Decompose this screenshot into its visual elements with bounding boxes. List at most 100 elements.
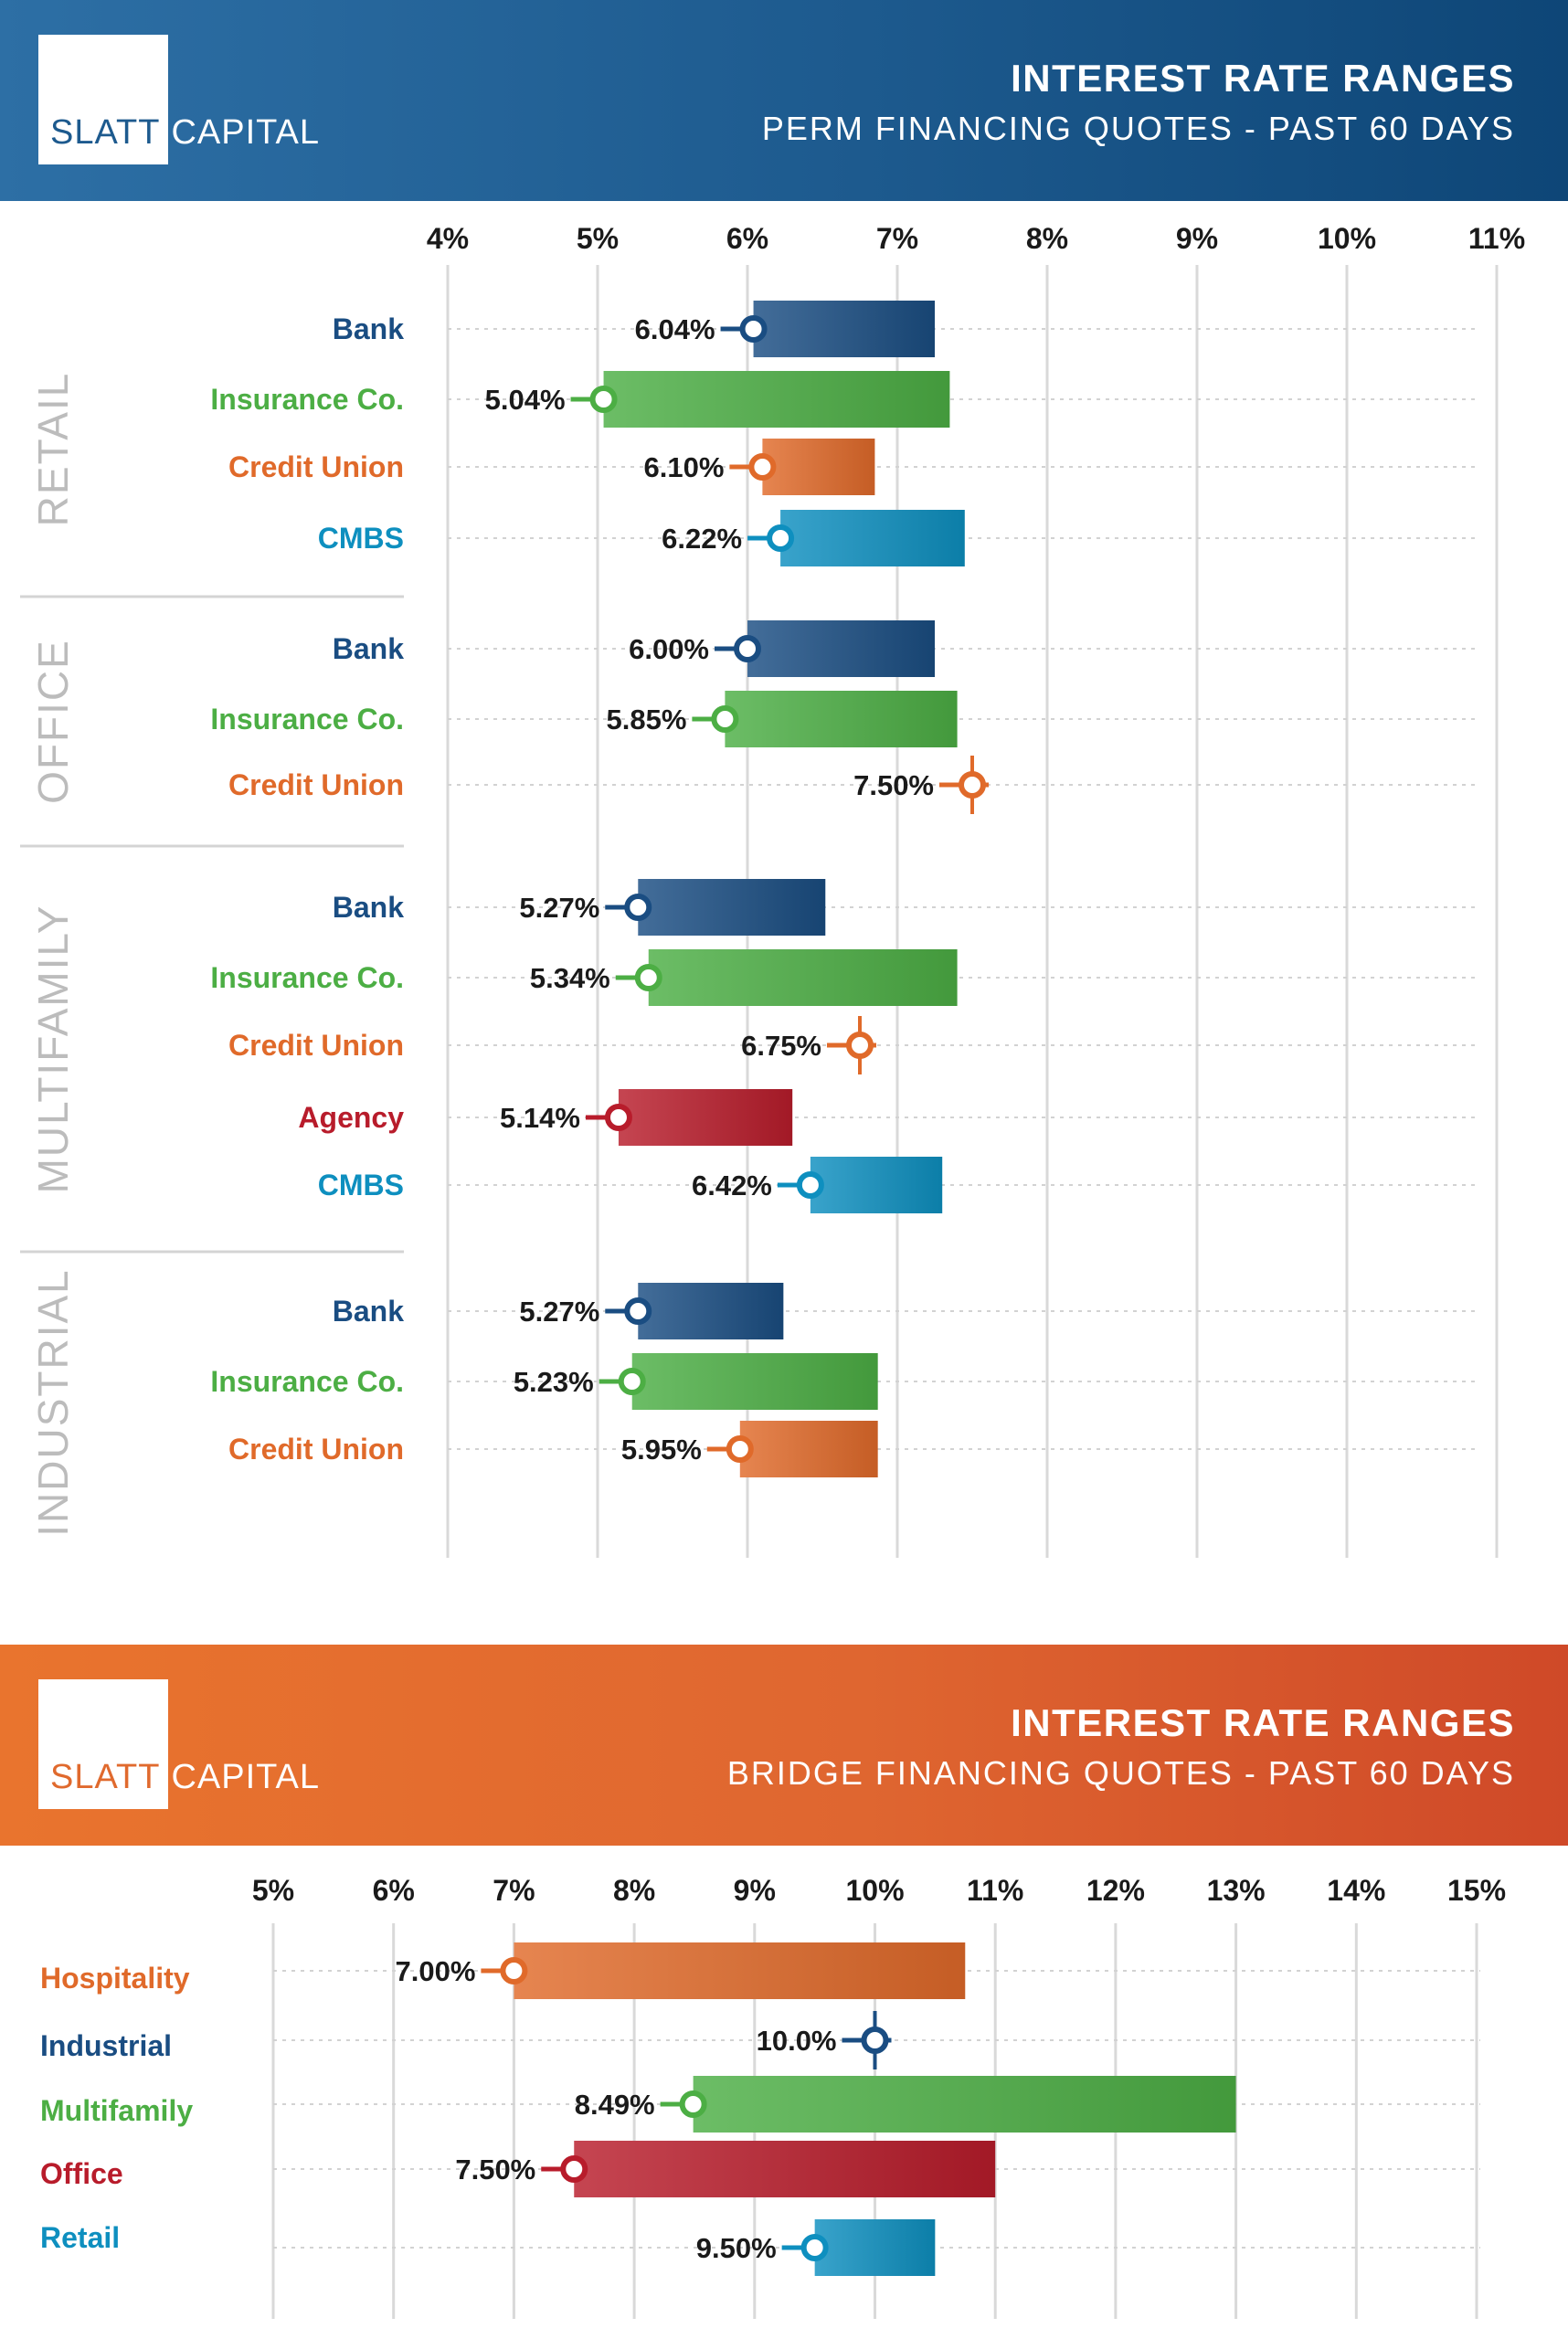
agency-range-bar [618, 1089, 793, 1146]
bank-range-bar [638, 879, 826, 936]
credit-union-range-bar [762, 439, 875, 495]
x-tick-label: 12% [1086, 1874, 1145, 1907]
group-label-office: OFFICE [29, 639, 77, 804]
perm-subtitle: PERM FINANCING QUOTES - PAST 60 DAYS [761, 110, 1515, 147]
rate-data-label: 6.00% [629, 633, 709, 665]
perm-chart: 4% 5% 6% 7% 8% 9% 10% 11% RETAIL Bank 6.04% Insuran… [20, 222, 1525, 1558]
rate-data-label: 5.85% [606, 704, 686, 736]
insurance-co-range-bar [631, 1353, 878, 1410]
lender-label-agency: Agency [298, 1101, 404, 1134]
category-label-industrial: Industrial [40, 2029, 172, 2062]
lender-label-insurance-co: Insurance Co. [210, 383, 404, 416]
credit-union-low-marker [726, 1435, 754, 1463]
x-tick-label: 11% [1468, 222, 1525, 255]
rate-data-label: 5.04% [485, 384, 566, 416]
x-tick-label: 6% [373, 1874, 415, 1907]
rate-data-label: 5.27% [519, 892, 599, 924]
office-range-bar [574, 2141, 996, 2197]
bank-low-marker [739, 315, 768, 343]
x-tick-label: 10% [1318, 222, 1376, 255]
credit-union-range-bar [739, 1421, 878, 1477]
lender-label-credit-union: Credit Union [228, 1433, 404, 1466]
x-tick-label: 5% [252, 1874, 294, 1907]
logo-text: SLATT CAPITAL [50, 113, 320, 153]
lender-label-bank: Bank [333, 1295, 404, 1328]
bridge-chart: 5% 6% 7% 8% 9% 10% 11% 12% 13% 14% 15% Hospitality 7… [40, 1874, 1506, 2319]
lender-label-bank: Bank [333, 312, 404, 345]
insurance-co-low-marker [618, 1368, 646, 1395]
office-low-marker [560, 2155, 588, 2183]
logo-word-capital: CAPITAL [171, 1758, 320, 1796]
insurance-co-low-marker [711, 705, 739, 733]
bank-low-marker [734, 635, 761, 662]
retail-low-marker [800, 2234, 829, 2261]
x-tick-label: 7% [493, 1874, 535, 1907]
slatt-capital-logo [38, 1679, 168, 1809]
hospitality-low-marker [500, 1957, 528, 1984]
perm-banner: SLATT CAPITAL INTEREST RATE RANGES PERM F… [0, 0, 1568, 201]
industrial-low-marker [861, 2027, 889, 2054]
group-label-multifamily: MULTIFAMILY [29, 905, 77, 1194]
rate-data-label: 9.50% [696, 2232, 777, 2264]
rate-data-label: 7.00% [395, 1955, 475, 1987]
rate-data-label: 5.34% [530, 962, 610, 994]
rate-data-label: 6.22% [662, 523, 742, 555]
multifamily-range-bar [693, 2076, 1236, 2133]
multifamily-low-marker [679, 2090, 707, 2118]
insurance-co-low-marker [634, 964, 662, 991]
logo-word-slatt: SLATT [50, 1758, 161, 1796]
group-label-retail: RETAIL [29, 372, 77, 527]
bridge-subtitle: BRIDGE FINANCING QUOTES - PAST 60 DAYS [726, 1754, 1515, 1792]
category-label-hospitality: Hospitality [40, 1962, 190, 1995]
rate-data-label: 7.50% [455, 2154, 535, 2186]
rate-data-label: 5.14% [500, 1102, 580, 1134]
slatt-capital-logo [38, 35, 168, 164]
lender-label-insurance-co: Insurance Co. [210, 1365, 404, 1398]
rate-data-label: 5.95% [621, 1434, 702, 1466]
x-tick-label: 15% [1447, 1874, 1506, 1907]
x-tick-label: 11% [967, 1874, 1023, 1907]
lender-label-credit-union: Credit Union [228, 1029, 404, 1062]
credit-union-low-marker [748, 453, 777, 481]
rate-data-label: 6.42% [692, 1170, 772, 1201]
x-tick-label: 9% [1176, 222, 1218, 255]
insurance-co-range-bar [648, 949, 958, 1006]
x-tick-label: 7% [876, 222, 918, 255]
retail-range-bar [814, 2219, 936, 2276]
bank-low-marker [624, 1297, 652, 1325]
hospitality-range-bar [514, 1942, 966, 1999]
insurance-co-range-bar [725, 691, 958, 747]
x-tick-label: 9% [734, 1874, 776, 1907]
logo-text: SLATT CAPITAL [50, 1758, 320, 1797]
logo-word-capital: CAPITAL [171, 113, 320, 152]
rate-data-label: 10.0% [757, 2025, 837, 2057]
cmbs-range-bar [780, 510, 965, 566]
lender-label-credit-union: Credit Union [228, 768, 404, 801]
bridge-title: INTEREST RATE RANGES [1011, 1701, 1515, 1744]
agency-low-marker [604, 1104, 632, 1131]
rate-data-label: 8.49% [575, 2089, 655, 2121]
x-tick-label: 8% [613, 1874, 655, 1907]
perm-title: INTEREST RATE RANGES [1011, 57, 1515, 100]
lender-label-cmbs: CMBS [318, 522, 404, 555]
x-tick-label: 10% [845, 1874, 904, 1907]
category-label-retail: Retail [40, 2221, 120, 2254]
bank-range-bar [753, 301, 935, 357]
x-tick-label: 5% [577, 222, 619, 255]
lender-label-bank: Bank [333, 891, 404, 924]
cmbs-low-marker [767, 524, 795, 552]
credit-union-low-marker [846, 1032, 874, 1059]
bridge-banner: SLATT CAPITAL INTEREST RATE RANGES BRIDGE… [0, 1645, 1568, 1846]
rate-data-label: 7.50% [853, 769, 934, 801]
lender-label-credit-union: Credit Union [228, 450, 404, 483]
bank-low-marker [624, 894, 652, 921]
rate-data-label: 6.10% [643, 451, 724, 483]
insurance-co-range-bar [603, 371, 950, 428]
rate-data-label: 5.23% [514, 1366, 594, 1398]
group-label-industrial: INDUSTRIAL [29, 1268, 77, 1536]
lender-label-cmbs: CMBS [318, 1169, 404, 1201]
credit-union-low-marker [959, 771, 986, 799]
x-tick-label: 8% [1026, 222, 1068, 255]
rate-data-label: 6.04% [635, 313, 715, 345]
bank-range-bar [747, 620, 935, 677]
